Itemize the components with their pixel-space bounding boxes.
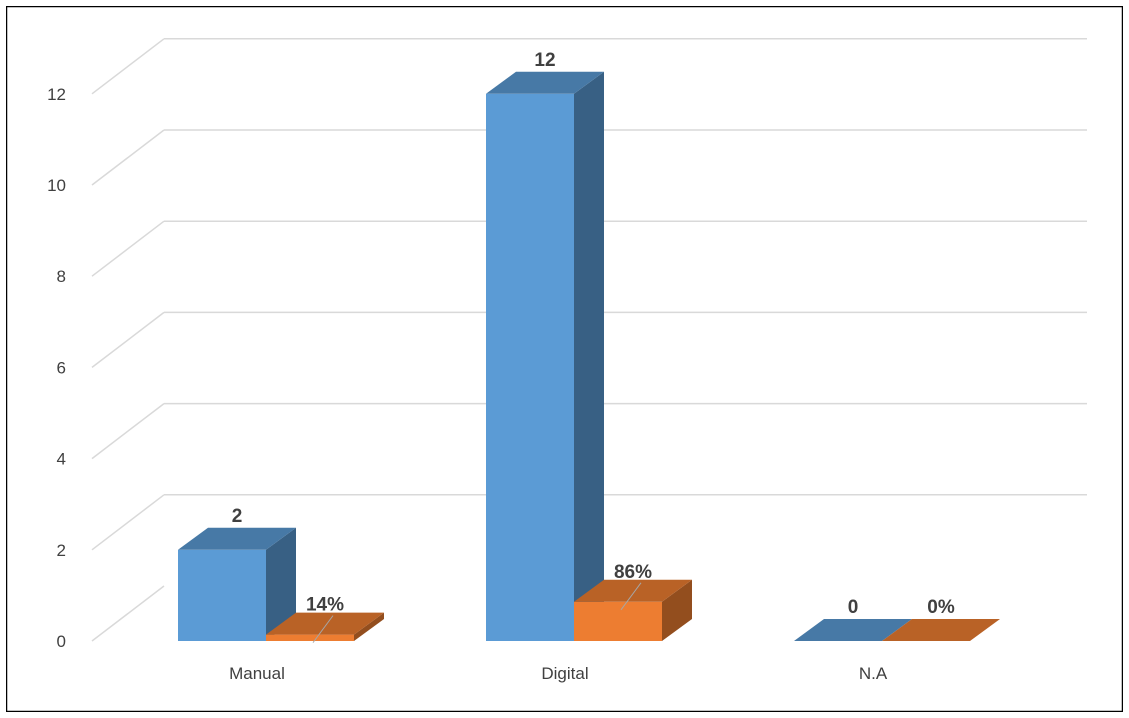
data-label: 0 — [848, 597, 859, 618]
bar-top — [266, 612, 384, 635]
bar-top — [794, 619, 912, 641]
y-axis-ticks: 0 2 4 6 8 10 12 — [47, 85, 66, 651]
bar-front — [266, 634, 354, 641]
bar-manual-series-1 — [178, 527, 296, 641]
gridline-diagonal — [91, 403, 165, 460]
gridlines — [91, 38, 1087, 642]
gridline-diagonal — [91, 129, 165, 186]
bar-top — [486, 71, 604, 94]
gridline-diagonal — [91, 220, 165, 277]
x-category-label: Digital — [541, 664, 588, 683]
bar-manual-series-2 — [266, 612, 384, 641]
bar-front — [178, 549, 266, 641]
bar-front — [574, 601, 662, 641]
chart-frame: 0 2 4 6 8 10 12 Manual Digital N.A 2 14% 12 86% 0 0% — [5, 5, 1124, 713]
data-label: 0% — [927, 597, 955, 618]
y-tick-label: 2 — [57, 541, 66, 560]
bar-top — [882, 619, 1000, 641]
bar-digital-series-2 — [574, 579, 692, 641]
gridline-diagonal — [91, 38, 165, 95]
data-label: 12 — [534, 50, 555, 71]
x-category-label: Manual — [229, 664, 285, 683]
bar-side — [662, 579, 692, 641]
data-label: 86% — [614, 562, 652, 583]
data-labels: 2 14% 12 86% 0 0% — [232, 50, 955, 643]
bar-side — [574, 71, 604, 642]
data-label: 14% — [306, 595, 344, 616]
bar-n-a-series-1 — [794, 619, 912, 641]
label-leader-line — [312, 615, 334, 643]
y-tick-label: 4 — [57, 450, 66, 469]
x-category-label: N.A — [859, 664, 888, 683]
y-tick-label: 12 — [47, 85, 66, 104]
bar-top — [178, 527, 296, 550]
gridline-diagonal — [91, 585, 165, 642]
bars — [178, 71, 1000, 642]
data-label: 2 — [232, 506, 243, 527]
bar-side — [266, 527, 296, 641]
bar-n-a-series-2 — [882, 619, 1000, 641]
gridline-diagonal — [91, 311, 165, 368]
bar-digital-series-1 — [486, 71, 604, 642]
chart-svg: 0 2 4 6 8 10 12 Manual Digital N.A 2 14% 12 86% 0 0% — [5, 5, 1124, 713]
gridline-diagonal — [91, 494, 165, 551]
label-leader-line — [620, 582, 642, 611]
bar-top — [574, 579, 692, 602]
x-axis-categories: Manual Digital N.A — [229, 664, 888, 683]
bar-front — [486, 93, 574, 642]
y-tick-label: 8 — [57, 267, 66, 286]
y-tick-label: 6 — [57, 358, 66, 377]
y-tick-label: 10 — [47, 176, 66, 195]
y-tick-label: 0 — [57, 632, 66, 651]
bar-side — [354, 612, 384, 641]
